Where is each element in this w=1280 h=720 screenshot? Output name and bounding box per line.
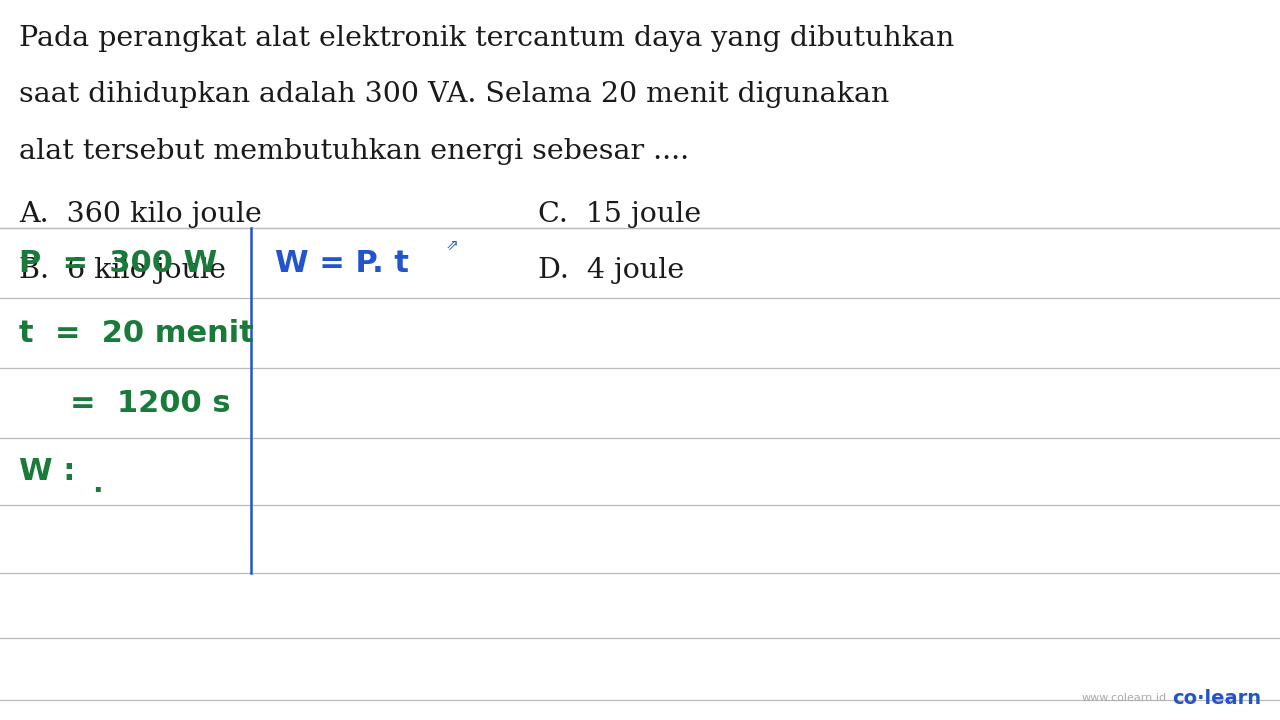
Text: Pada perangkat alat elektronik tercantum daya yang dibutuhkan: Pada perangkat alat elektronik tercantum…	[19, 25, 955, 53]
Text: www.colearn.id: www.colearn.id	[1082, 693, 1167, 703]
Text: saat dihidupkan adalah 300 VA. Selama 20 menit digunakan: saat dihidupkan adalah 300 VA. Selama 20…	[19, 81, 890, 108]
Text: alat tersebut membutuhkan energi sebesar ....: alat tersebut membutuhkan energi sebesar…	[19, 138, 690, 165]
Text: co·learn: co·learn	[1172, 689, 1262, 708]
Text: B.  6 kilo joule: B. 6 kilo joule	[19, 257, 227, 284]
Text: W = P. t: W = P. t	[275, 248, 410, 277]
Text: P  =  300 W: P = 300 W	[19, 248, 218, 277]
Text: ⇗: ⇗	[445, 238, 458, 253]
Text: .: .	[92, 470, 102, 498]
Text: A.  360 kilo joule: A. 360 kilo joule	[19, 201, 262, 228]
Text: C.  15 joule: C. 15 joule	[538, 201, 701, 228]
Text: W :: W :	[19, 456, 76, 485]
Text: t  =  20 menit: t = 20 menit	[19, 318, 253, 348]
Text: D.  4 joule: D. 4 joule	[538, 257, 684, 284]
Text: =  1200 s: = 1200 s	[70, 389, 230, 418]
